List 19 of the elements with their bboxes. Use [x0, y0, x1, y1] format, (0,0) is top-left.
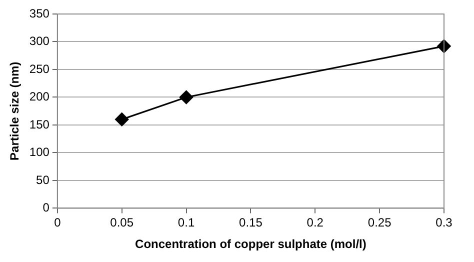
y-tick-label: 200	[29, 90, 50, 104]
x-tick-label: 0.15	[239, 216, 263, 230]
y-axis-title: Particle size (nm)	[8, 62, 22, 160]
x-tick-label: 0.25	[368, 216, 392, 230]
x-tick-label: 0.2	[306, 216, 324, 230]
y-tick-label: 350	[29, 6, 50, 20]
y-tick-label: 100	[29, 145, 50, 160]
point	[179, 90, 194, 104]
y-tick-label: 0	[42, 200, 50, 215]
point	[115, 112, 129, 126]
y-tick-label: 250	[29, 62, 50, 76]
x-tick-label: 0.3	[436, 216, 453, 230]
x-axis-title: Concentration of copper sulphate (mol/l)	[135, 237, 366, 252]
y-tick-label: 150	[29, 117, 50, 132]
x-tick-label: 0.05	[110, 216, 134, 230]
x-tick-label: 0	[54, 216, 62, 230]
x-tick-label: 0.1	[178, 216, 195, 230]
y-tick-label: 50	[36, 172, 50, 187]
y-tick-label: 300	[29, 34, 50, 48]
